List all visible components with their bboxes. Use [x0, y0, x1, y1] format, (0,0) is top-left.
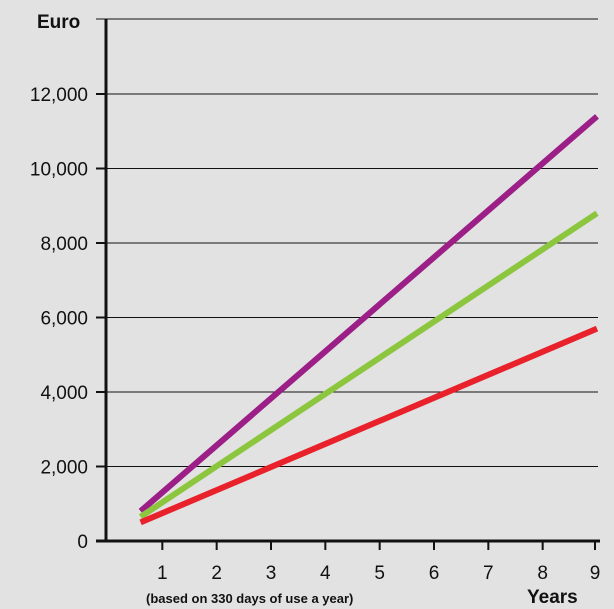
y-tick-label: 8,000 — [40, 234, 88, 255]
x-tick-label: 3 — [266, 563, 277, 584]
x-tick-label: 7 — [483, 563, 494, 584]
y-tick-label: 10,000 — [30, 160, 88, 181]
axes — [96, 19, 600, 550]
x-axis-label: Years — [527, 587, 578, 608]
series-lines — [138, 114, 599, 526]
series-line-2 — [138, 210, 599, 520]
x-tick-label: 5 — [374, 563, 385, 584]
x-tick-label: 8 — [537, 563, 548, 584]
y-axis-label: Euro — [37, 12, 80, 33]
tick-labels: 0 2,000 4,000 6,000 8,000 10,000 12,000 1 2 3 4 5 6 7… — [30, 85, 600, 584]
y-tick-label: 6,000 — [40, 309, 88, 330]
y-tick-label: 12,000 — [30, 85, 88, 106]
x-tick-label: 4 — [320, 563, 331, 584]
y-tick-label: 2,000 — [40, 458, 88, 479]
footnote: (based on 330 days of use a year) — [146, 591, 353, 606]
series-line-1 — [138, 114, 599, 514]
x-tick-label: 2 — [211, 563, 222, 584]
series-line-3 — [139, 325, 599, 526]
x-tick-label: 6 — [429, 563, 440, 584]
x-tick-label: 9 — [590, 563, 601, 584]
x-tick-label: 1 — [157, 563, 168, 584]
gridlines — [96, 18, 598, 467]
y-tick-label: 0 — [77, 532, 88, 553]
y-tick-label: 4,000 — [40, 383, 88, 404]
